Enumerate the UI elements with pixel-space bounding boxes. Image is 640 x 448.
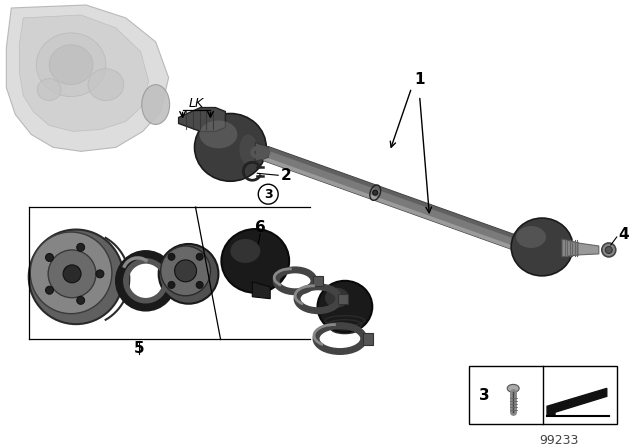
Ellipse shape: [605, 246, 612, 254]
Polygon shape: [262, 146, 530, 254]
Ellipse shape: [516, 226, 546, 248]
Text: 2: 2: [281, 168, 291, 183]
Ellipse shape: [36, 33, 106, 97]
Polygon shape: [6, 5, 168, 151]
Polygon shape: [547, 388, 607, 416]
Polygon shape: [266, 146, 530, 244]
Ellipse shape: [175, 260, 196, 282]
Text: 4: 4: [618, 227, 629, 241]
Ellipse shape: [77, 243, 84, 251]
Polygon shape: [262, 157, 526, 254]
Ellipse shape: [63, 265, 81, 283]
Ellipse shape: [196, 253, 203, 260]
Polygon shape: [363, 332, 372, 345]
Circle shape: [259, 184, 278, 204]
Ellipse shape: [45, 254, 54, 262]
Ellipse shape: [37, 79, 61, 101]
Text: 5: 5: [134, 341, 144, 356]
Text: 3: 3: [479, 388, 490, 403]
Ellipse shape: [230, 239, 260, 263]
Ellipse shape: [168, 281, 175, 289]
Ellipse shape: [30, 232, 112, 314]
Ellipse shape: [325, 288, 349, 308]
Text: 6: 6: [255, 220, 266, 235]
Ellipse shape: [77, 297, 84, 304]
Ellipse shape: [317, 281, 372, 332]
Ellipse shape: [161, 246, 211, 296]
Ellipse shape: [159, 244, 218, 304]
Ellipse shape: [141, 85, 170, 125]
Ellipse shape: [29, 229, 124, 324]
Ellipse shape: [195, 113, 266, 181]
Ellipse shape: [48, 250, 96, 298]
Ellipse shape: [45, 286, 54, 294]
Polygon shape: [578, 243, 599, 255]
Polygon shape: [19, 15, 148, 131]
Ellipse shape: [88, 69, 124, 101]
Ellipse shape: [49, 45, 93, 85]
Text: 3: 3: [264, 188, 273, 201]
Ellipse shape: [221, 229, 289, 293]
Ellipse shape: [196, 281, 203, 289]
Polygon shape: [179, 108, 225, 131]
Ellipse shape: [511, 218, 573, 276]
Polygon shape: [252, 282, 270, 299]
Ellipse shape: [200, 121, 237, 148]
Text: LK: LK: [189, 97, 204, 110]
Ellipse shape: [602, 243, 616, 257]
Polygon shape: [313, 276, 323, 286]
Polygon shape: [562, 239, 579, 257]
Bar: [469, 366, 617, 424]
Ellipse shape: [168, 253, 175, 260]
Text: 99233: 99233: [540, 434, 579, 447]
Ellipse shape: [96, 270, 104, 278]
Text: 1: 1: [414, 72, 425, 87]
Ellipse shape: [508, 384, 519, 392]
Polygon shape: [338, 294, 348, 304]
Ellipse shape: [239, 134, 257, 164]
Circle shape: [372, 190, 378, 195]
Polygon shape: [255, 142, 268, 161]
